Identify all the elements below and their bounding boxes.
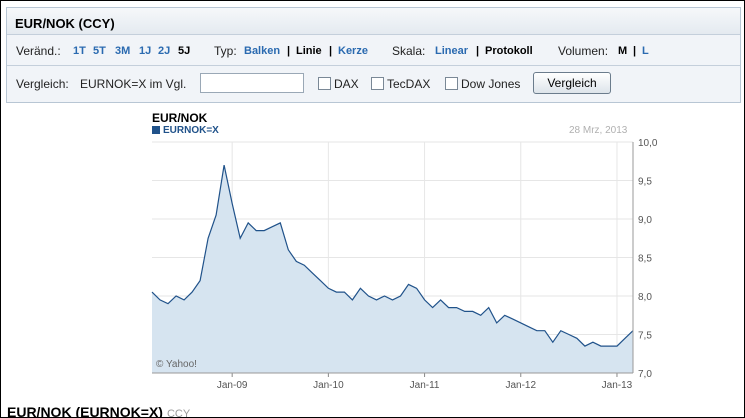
type-label: Typ:	[214, 44, 237, 58]
quote-title: EUR/NOK (EURNOK=X)	[7, 404, 163, 418]
change-label: Veränd.:	[16, 44, 61, 58]
quote-subtitle: CCY	[166, 408, 191, 418]
y-tick-label: 8,5	[638, 254, 652, 265]
chart-watermark: © Yahoo!	[156, 359, 197, 370]
type-separator: |	[287, 45, 291, 57]
panel-header: EUR/NOK (CCY)	[7, 8, 740, 35]
x-tick-label: Jan-11	[410, 380, 440, 391]
dax-checkbox[interactable]	[318, 77, 331, 90]
dow-jones-checkbox[interactable]	[445, 77, 458, 90]
quote-heading: EUR/NOK (EURNOK=X) CCY	[7, 404, 191, 418]
series-line	[151, 164, 634, 347]
chart-options-panel: EUR/NOK (CCY) Veränd.: 1T 5T 3M 1J 2J 5J…	[6, 7, 741, 103]
period-3m-link[interactable]: 3M	[115, 45, 131, 57]
scale-linear-link[interactable]: Linear	[435, 45, 469, 57]
chart-title: EUR/NOK	[152, 111, 208, 125]
volume-separator: |	[633, 45, 637, 57]
y-tick-label: 9,0	[638, 215, 652, 226]
series-area	[152, 165, 633, 373]
compare-label: Vergleich:	[16, 77, 69, 91]
type-linie-link[interactable]: Linie	[296, 45, 322, 57]
dax-checkbox-label[interactable]: DAX	[334, 77, 359, 91]
type-kerze-link[interactable]: Kerze	[338, 45, 368, 57]
y-tick-label: 8,0	[638, 292, 652, 303]
x-tick-label: Jan-09	[217, 380, 248, 391]
tecdax-checkbox[interactable]	[371, 77, 384, 90]
scale-label: Skala:	[392, 44, 426, 58]
scale-protokoll-link[interactable]: Protokoll	[485, 45, 533, 57]
compare-row: Vergleich: EURNOK=X im Vgl. DAX TecDAX D…	[7, 66, 740, 102]
options-row: Veränd.: 1T 5T 3M 1J 2J 5J Typ: Balken |…	[7, 35, 740, 66]
period-5j-link[interactable]: 5J	[178, 45, 191, 57]
legend-swatch	[152, 126, 160, 134]
volume-label: Volumen:	[558, 44, 609, 58]
type-balken-link[interactable]: Balken	[244, 45, 281, 57]
period-2j-link[interactable]: 2J	[158, 45, 171, 57]
volume-l-link[interactable]: L	[642, 45, 649, 57]
legend-label: EURNOK=X	[163, 125, 219, 136]
chart-legend: EURNOK=X	[152, 125, 219, 136]
dow-jones-checkbox-label[interactable]: Dow Jones	[461, 77, 521, 91]
tecdax-checkbox-label[interactable]: TecDAX	[387, 77, 431, 91]
period-1t-link[interactable]: 1T	[73, 45, 86, 57]
page-title: EUR/NOK (CCY)	[15, 16, 115, 31]
compare-symbol-input[interactable]	[200, 73, 304, 93]
volume-m-link[interactable]: M	[618, 45, 628, 57]
y-tick-label: 10,0	[638, 138, 658, 149]
compare-button[interactable]: Vergleich	[533, 72, 611, 94]
scale-separator: |	[476, 45, 480, 57]
y-tick-label: 7,0	[638, 369, 652, 380]
y-tick-label: 7,5	[638, 331, 652, 342]
x-tick-label: Jan-10	[313, 380, 344, 391]
x-tick-label: Jan-12	[505, 380, 536, 391]
y-tick-label: 9,5	[638, 177, 652, 188]
period-1j-link[interactable]: 1J	[139, 45, 152, 57]
chart-date: 28 Mrz, 2013	[569, 125, 628, 136]
type-separator: |	[329, 45, 333, 57]
period-5t-link[interactable]: 5T	[93, 45, 106, 57]
x-tick-label: Jan-13	[602, 380, 633, 391]
compare-symbol-label: EURNOK=X im Vgl.	[80, 77, 187, 91]
